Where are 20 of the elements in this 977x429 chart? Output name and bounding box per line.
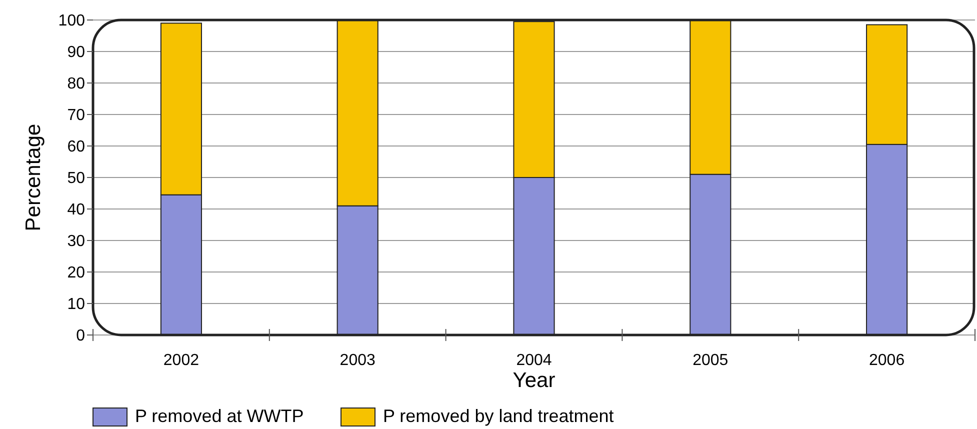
y-tick-label: 0	[76, 328, 86, 345]
legend-label: P removed by land treatment	[383, 406, 614, 426]
y-tick-label: 10	[67, 296, 86, 314]
y-tick-label: 30	[67, 233, 86, 250]
y-tick-label: 20	[67, 264, 86, 282]
y-tick-label: 70	[67, 107, 86, 124]
y-tick-label: 80	[67, 76, 86, 93]
y-tick-label: 60	[67, 138, 86, 156]
legend-label: P removed at WWTP	[135, 406, 304, 426]
y-tick-label: 100	[58, 12, 86, 30]
x-tick-label: 2003	[340, 352, 376, 369]
x-tick-label: 2004	[516, 352, 552, 369]
y-tick-label: 40	[67, 202, 86, 219]
x-tick-label: 2006	[869, 352, 905, 369]
x-tick-label: 2002	[163, 352, 200, 369]
x-tick-label: 2005	[692, 352, 728, 369]
y-tick-label: 50	[67, 170, 86, 188]
x-axis-title: Year	[512, 369, 556, 392]
y-axis-title: Percentage	[22, 124, 45, 232]
y-tick-label: 90	[67, 44, 86, 62]
